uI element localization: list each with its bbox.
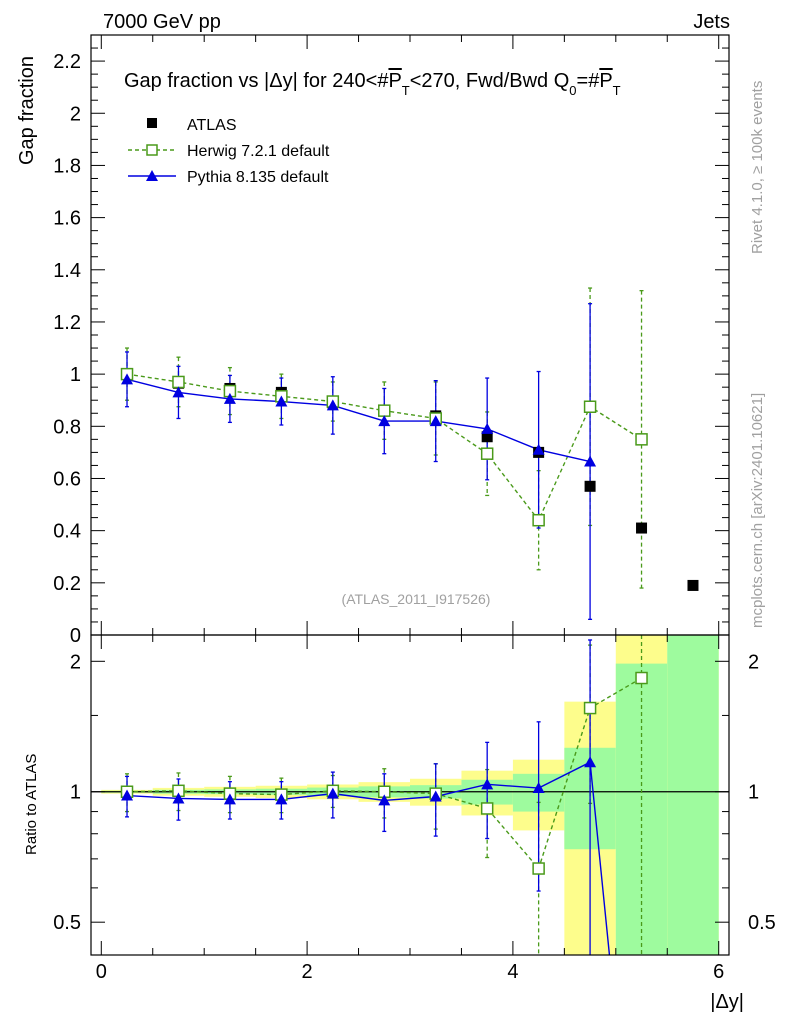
pythia-data-point — [172, 386, 185, 398]
y-axis-label: Gap fraction — [16, 56, 38, 165]
atlas-data-point — [636, 522, 648, 534]
title-pt-overline-2: P — [599, 70, 612, 92]
herwig-data-point — [480, 447, 494, 460]
legend-pythia-marker — [146, 170, 158, 181]
ratio-y-axis-label: Ratio to ATLAS — [23, 754, 40, 855]
pythia-data-point — [223, 392, 236, 404]
ratio-tick-label-right: 0.5 — [748, 912, 776, 934]
ratio-herwig-data-point — [480, 802, 494, 815]
title-pt-overline-1: P — [388, 70, 401, 92]
x-tick-label: 2 — [302, 961, 313, 983]
y-tick-label: 1.4 — [53, 260, 81, 282]
ratio-pythia-data-point — [223, 793, 236, 805]
pythia-data-point — [429, 415, 442, 427]
ratio-pythia-data-point — [172, 792, 185, 804]
axis-tick-labels: 0 2 4 6 0.2 0.4 0.6 0.8 1 1.2 1.4 1.6 1.8 2 2.2 0 0.5 0.5… — [53, 51, 776, 983]
y-tick-label: 1.6 — [53, 208, 81, 230]
pythia-data-point — [378, 415, 391, 427]
pythia-data-point — [326, 399, 339, 411]
pythia-data-point — [532, 443, 545, 455]
ratio-tick-label-right: 2 — [748, 651, 759, 673]
header-left-label: 7000 GeV pp — [103, 11, 221, 33]
pythia-data-point — [584, 455, 597, 467]
y-tick-label: 1.8 — [53, 155, 81, 177]
pythia-line — [126, 378, 591, 463]
ratio-tick-label-left: 1 — [70, 782, 81, 804]
y-tick-label-zero: 0 — [70, 625, 81, 647]
ratio-tick-label-left: 0.5 — [53, 912, 81, 934]
herwig-data-point — [378, 404, 391, 417]
pythia-data-point — [121, 373, 134, 385]
y-tick-label: 0.4 — [53, 521, 81, 543]
pythia-data-point — [275, 395, 288, 407]
ratio-plot-frame — [90, 634, 730, 956]
ratio-pythia-data-point — [121, 789, 134, 801]
y-tick-label: 2.2 — [53, 51, 81, 73]
rivet-version-label: Rivet 4.1.0, ≥ 100k events — [749, 81, 766, 254]
herwig-data-point — [583, 400, 597, 413]
x-tick-label: 4 — [507, 961, 518, 983]
legend-atlas-marker — [147, 118, 157, 128]
ratio-pythia-data-point — [326, 787, 339, 799]
ratio-band-inner — [667, 635, 719, 955]
ratio-herwig-data-point — [532, 862, 545, 875]
ratio-herwig-line — [127, 677, 642, 870]
ratio-tick-label-left: 2 — [70, 651, 81, 673]
legend: ATLAS Herwig 7.2.1 default Pythia 8.135 … — [128, 117, 330, 186]
pythia-data-point — [481, 422, 494, 434]
ratio-tick-label-right: 1 — [748, 782, 759, 804]
ratio-pythia-data-point — [532, 782, 545, 794]
legend-herwig-marker — [146, 144, 158, 156]
herwig-data-point — [635, 433, 648, 446]
header-right-label: Jets — [693, 11, 730, 33]
plot-title: Gap fraction vs |Δy| for 240<#PT<270, Fw… — [124, 70, 621, 98]
ratio-pythia-data-point — [429, 790, 442, 802]
atlas-data-point — [687, 579, 699, 591]
analysis-watermark: (ATLAS_2011_I917526) — [342, 591, 491, 607]
ratio-herwig-data-point — [583, 701, 597, 715]
ratio-pythia-data-point — [275, 793, 288, 805]
y-tick-label: 0.2 — [53, 573, 81, 595]
data-marks — [120, 287, 699, 956]
y-tick-label: 0.6 — [53, 468, 81, 490]
y-tick-label: 0.8 — [53, 416, 81, 438]
ratio-pythia-data-point — [584, 756, 597, 768]
atlas-data-point — [481, 431, 493, 443]
x-tick-label: 0 — [96, 961, 107, 983]
legend-pythia-label: Pythia 8.135 default — [187, 169, 329, 186]
y-tick-label: 2 — [70, 103, 81, 125]
axis-ticks — [91, 34, 729, 955]
y-tick-label: 1 — [70, 364, 81, 386]
legend-atlas-label: ATLAS — [187, 117, 237, 134]
mcplots-source-label: mcplots.cern.ch [arXiv:2401.10621] — [749, 393, 766, 628]
x-axis-label: |Δy| — [710, 991, 744, 1013]
legend-herwig-label: Herwig 7.2.1 default — [187, 143, 330, 160]
ratio-pythia-data-point — [378, 794, 391, 806]
ratio-herwig-data-point — [635, 671, 648, 685]
atlas-data-point — [584, 480, 596, 492]
y-tick-label: 1.2 — [53, 312, 81, 334]
herwig-data-point — [532, 513, 545, 527]
herwig-data-point — [172, 375, 185, 389]
x-tick-label: 6 — [713, 961, 724, 983]
ratio-pythia-data-point — [481, 778, 494, 790]
